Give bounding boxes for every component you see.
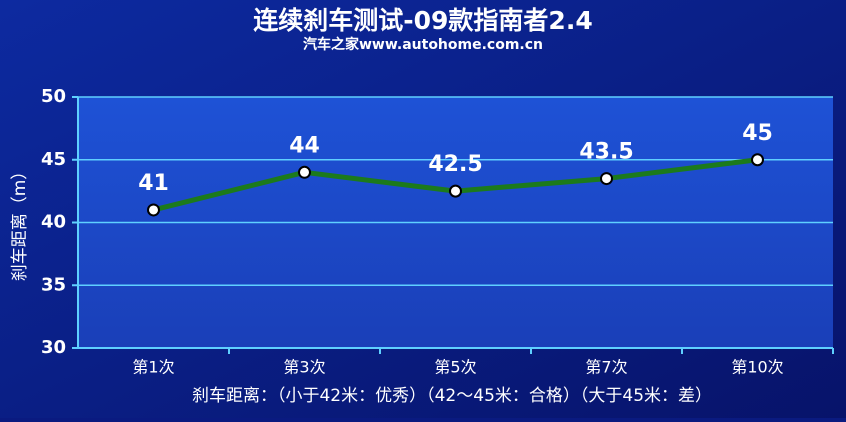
y-tick-label: 45 [41,149,66,170]
data-label: 45 [742,121,773,146]
marker [298,165,311,179]
y-tick-label: 35 [41,274,66,295]
y-tick-label: 50 [41,86,66,107]
x-tick-label: 第1次 [132,358,174,377]
x-tick-label: 第7次 [585,358,627,377]
marker [600,172,613,186]
chart-title: 连续刹车测试-09款指南者2.4 [253,6,592,35]
annotation: 刹车距离：（小于42米：优秀）（42～45米：合格）（大于45米：差） [192,386,712,406]
x-tick-label: 第3次 [283,358,325,377]
data-label: 41 [138,171,169,196]
x-tick-label: 第10次 [731,358,783,377]
data-label: 43.5 [579,140,633,165]
data-label: 44 [289,133,320,158]
y-tick-label: 30 [41,337,66,358]
marker [449,184,462,198]
marker [147,203,160,217]
y-axis-label: 刹车距离（m） [10,163,30,282]
y-tick-label: 40 [41,212,66,233]
x-tick-label: 第5次 [434,358,476,377]
marker [751,153,764,167]
data-label: 42.5 [428,152,482,177]
chart-subtitle: 汽车之家www.autohome.com.cn [303,36,543,53]
